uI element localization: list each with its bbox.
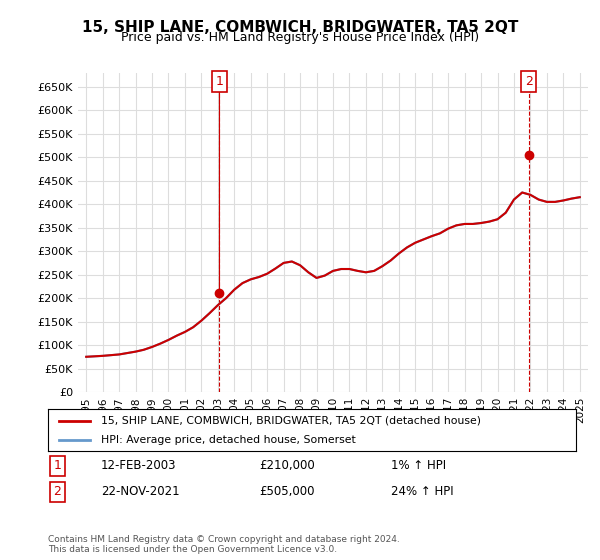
Text: 1: 1 bbox=[53, 459, 61, 473]
Text: £210,000: £210,000 bbox=[259, 459, 315, 473]
Text: 1% ↑ HPI: 1% ↑ HPI bbox=[391, 459, 446, 473]
Text: 24% ↑ HPI: 24% ↑ HPI bbox=[391, 486, 454, 498]
Text: 2: 2 bbox=[53, 486, 61, 498]
Text: 2: 2 bbox=[525, 75, 533, 88]
Text: 22-NOV-2021: 22-NOV-2021 bbox=[101, 486, 179, 498]
Text: 1: 1 bbox=[215, 75, 223, 88]
Text: Price paid vs. HM Land Registry's House Price Index (HPI): Price paid vs. HM Land Registry's House … bbox=[121, 31, 479, 44]
Text: HPI: Average price, detached house, Somerset: HPI: Average price, detached house, Some… bbox=[101, 435, 356, 445]
Text: 15, SHIP LANE, COMBWICH, BRIDGWATER, TA5 2QT (detached house): 15, SHIP LANE, COMBWICH, BRIDGWATER, TA5… bbox=[101, 416, 481, 426]
Text: 15, SHIP LANE, COMBWICH, BRIDGWATER, TA5 2QT: 15, SHIP LANE, COMBWICH, BRIDGWATER, TA5… bbox=[82, 20, 518, 35]
Text: 12-FEB-2003: 12-FEB-2003 bbox=[101, 459, 176, 473]
Text: Contains HM Land Registry data © Crown copyright and database right 2024.
This d: Contains HM Land Registry data © Crown c… bbox=[48, 535, 400, 554]
Text: £505,000: £505,000 bbox=[259, 486, 315, 498]
